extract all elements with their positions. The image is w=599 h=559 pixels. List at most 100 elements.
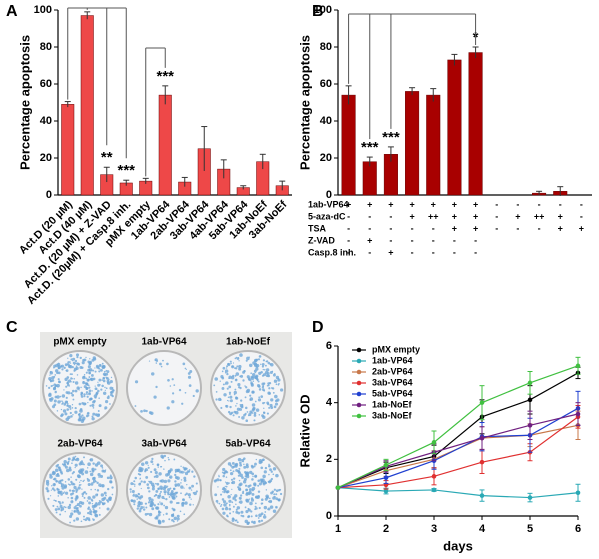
colony <box>172 487 176 491</box>
colony <box>66 363 69 366</box>
colony <box>139 474 142 476</box>
colony <box>228 385 232 389</box>
colony <box>193 491 197 496</box>
point <box>383 475 389 481</box>
colony <box>164 492 166 494</box>
colony <box>94 488 96 491</box>
colony <box>215 391 218 393</box>
colony <box>182 466 185 469</box>
colony <box>74 381 79 385</box>
colony <box>227 495 231 499</box>
colony <box>138 497 142 500</box>
colony <box>149 500 154 505</box>
colony <box>87 482 91 487</box>
colony <box>258 520 261 523</box>
colony <box>87 511 90 515</box>
colony <box>235 372 240 376</box>
colony <box>157 466 159 468</box>
colony <box>189 370 193 373</box>
colony <box>254 505 257 508</box>
colony <box>94 396 97 399</box>
colony <box>167 493 170 496</box>
colony <box>95 364 99 368</box>
colony <box>101 485 104 488</box>
colony <box>262 368 264 371</box>
colony <box>222 366 226 370</box>
bar <box>158 94 172 196</box>
colony <box>163 479 168 484</box>
colony <box>245 498 249 502</box>
colony <box>85 356 87 359</box>
colony <box>171 400 175 404</box>
colony <box>269 371 273 375</box>
colony <box>252 380 255 383</box>
colony <box>169 475 173 479</box>
bar <box>80 15 94 196</box>
point <box>383 462 389 468</box>
colony <box>57 490 61 494</box>
colony <box>109 379 113 384</box>
colony <box>94 370 97 373</box>
colony <box>260 502 263 505</box>
treatment-label: 5-aza-dC <box>308 211 346 221</box>
colony <box>100 368 103 372</box>
colony <box>78 402 82 406</box>
colony <box>90 498 93 501</box>
colony <box>86 413 89 415</box>
colony <box>273 405 277 409</box>
colony <box>231 488 233 491</box>
colony <box>153 504 156 507</box>
colony <box>161 519 165 523</box>
colony <box>220 503 223 506</box>
colony <box>232 496 236 500</box>
colony <box>65 369 69 372</box>
colony <box>68 489 72 492</box>
colony <box>228 507 232 511</box>
colony <box>101 362 104 365</box>
colony <box>159 362 162 366</box>
colony <box>255 367 259 371</box>
colony <box>258 388 262 391</box>
colony <box>227 362 231 367</box>
colony <box>55 480 58 482</box>
colony <box>155 490 159 493</box>
colony <box>238 416 241 418</box>
colony <box>66 408 70 411</box>
colony <box>53 499 56 502</box>
colony <box>62 409 67 413</box>
colony <box>80 386 82 389</box>
colony <box>93 399 96 403</box>
colony <box>77 486 81 490</box>
colony <box>192 394 195 398</box>
colony <box>187 493 191 497</box>
colony <box>99 500 102 504</box>
colony <box>237 470 241 473</box>
colony <box>92 479 97 483</box>
colony <box>109 480 113 484</box>
colony <box>92 462 95 465</box>
colony <box>234 463 238 467</box>
photo: pMX empty 1ab-VP64 1ab-NoEf 2ab-VP64 3ab-VP6… <box>40 332 292 538</box>
treatment-cell: - <box>347 235 350 245</box>
colony <box>104 386 106 389</box>
colony <box>273 493 276 496</box>
colony <box>278 382 280 385</box>
treatment-cell: - <box>495 211 498 221</box>
colony <box>48 393 52 398</box>
colony <box>183 513 186 516</box>
colony <box>263 402 266 404</box>
treatment-cell: - <box>347 223 350 233</box>
colony <box>236 407 241 411</box>
colony <box>61 394 66 398</box>
colony <box>224 481 227 483</box>
colony <box>130 499 134 502</box>
colony <box>258 396 261 399</box>
colony <box>239 403 241 406</box>
colony <box>89 508 91 511</box>
colony <box>272 467 277 471</box>
point <box>335 485 341 490</box>
colony <box>169 385 172 387</box>
colony <box>251 411 254 414</box>
colony <box>70 476 72 478</box>
colony <box>132 499 136 503</box>
